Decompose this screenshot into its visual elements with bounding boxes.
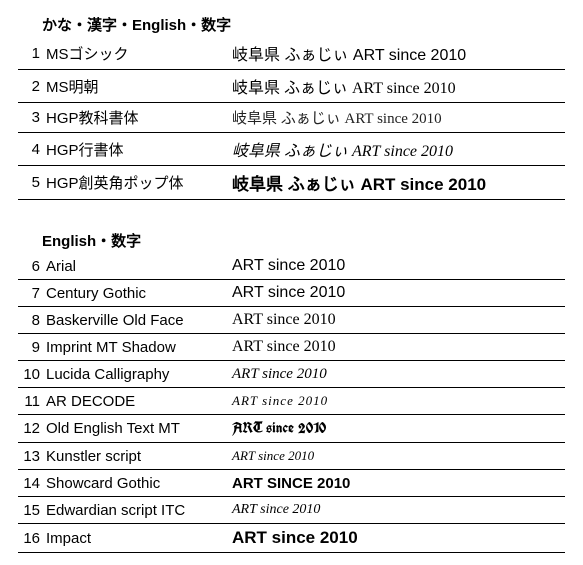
- font-sample: ART since 2010: [228, 502, 565, 518]
- font-name: Arial: [44, 258, 228, 275]
- font-name: Edwardian script ITC: [44, 502, 228, 519]
- row-number: 12: [18, 420, 44, 437]
- row-number: 8: [18, 312, 44, 329]
- font-sample: ART since 2010: [228, 257, 565, 275]
- row-number: 15: [18, 502, 44, 519]
- row-number: 2: [18, 78, 44, 95]
- font-sample: ART since 2010: [228, 419, 565, 438]
- table-row: 1 MSゴシック 岐阜県 ふぁじぃ ART since 2010: [18, 37, 565, 70]
- font-sample: ART since 2010: [228, 393, 565, 409]
- table-row: 13 Kunstler script ART since 2010: [18, 443, 565, 470]
- table-row: 9 Imprint MT Shadow ART since 2010: [18, 334, 565, 361]
- row-number: 1: [18, 45, 44, 62]
- font-name: Old English Text MT: [44, 420, 228, 437]
- section-header-2: English・数字: [18, 228, 565, 253]
- font-sample: 岐阜県 ふぁじぃ ART since 2010: [228, 107, 565, 128]
- table-row: 15 Edwardian script ITC ART since 2010: [18, 497, 565, 524]
- font-name: AR DECODE: [44, 393, 228, 410]
- row-number: 13: [18, 448, 44, 465]
- font-sample: ART since 2010: [228, 448, 565, 464]
- font-name: Imprint MT Shadow: [44, 339, 228, 356]
- row-number: 11: [18, 393, 44, 410]
- row-number: 3: [18, 109, 44, 126]
- font-name: Impact: [44, 530, 228, 547]
- section-gap: [18, 200, 565, 228]
- font-name: Baskerville Old Face: [44, 312, 228, 329]
- font-name: MS明朝: [44, 76, 228, 97]
- font-sample: ART since 2010: [228, 366, 565, 383]
- font-name: HGP行書体: [44, 139, 228, 160]
- font-sample: 岐阜県 ふぁじぃ ART since 2010: [228, 41, 565, 65]
- row-number: 14: [18, 475, 44, 492]
- row-number: 4: [18, 141, 44, 158]
- table-row: 7 Century Gothic ART since 2010: [18, 280, 565, 307]
- row-number: 9: [18, 339, 44, 356]
- table-row: 6 Arial ART since 2010: [18, 253, 565, 280]
- font-sample: 岐阜県 ふぁじぃ ART since 2010: [228, 137, 565, 161]
- row-number: 6: [18, 258, 44, 275]
- row-number: 16: [18, 530, 44, 547]
- table-row: 8 Baskerville Old Face ART since 2010: [18, 307, 565, 334]
- font-name: Century Gothic: [44, 285, 228, 302]
- row-number: 10: [18, 366, 44, 383]
- table-row: 14 Showcard Gothic ART SINCE 2010: [18, 470, 565, 497]
- table-row: 16 Impact ART since 2010: [18, 524, 565, 553]
- table-row: 3 HGP教科書体 岐阜県 ふぁじぃ ART since 2010: [18, 103, 565, 133]
- table-row: 12 Old English Text MT ART since 2010: [18, 415, 565, 443]
- font-name: HGP教科書体: [44, 107, 228, 128]
- table-row: 4 HGP行書体 岐阜県 ふぁじぃ ART since 2010: [18, 133, 565, 166]
- table-row: 5 HGP創英角ポップ体 岐阜県 ふぁじぃ ART since 2010: [18, 166, 565, 200]
- font-name: Lucida Calligraphy: [44, 366, 228, 383]
- row-number: 5: [18, 174, 44, 191]
- section-header-1: かな・漢字・English・数字: [18, 12, 565, 37]
- font-sample: ART since 2010: [228, 284, 565, 302]
- font-sample: 岐阜県 ふぁじぃ ART since 2010: [228, 170, 565, 195]
- table-row: 10 Lucida Calligraphy ART since 2010: [18, 361, 565, 388]
- font-name: MSゴシック: [44, 43, 228, 64]
- font-name: Kunstler script: [44, 448, 228, 465]
- font-name: Showcard Gothic: [44, 475, 228, 492]
- table-row: 11 AR DECODE ART since 2010: [18, 388, 565, 415]
- font-sample: ART since 2010: [228, 311, 565, 329]
- row-number: 7: [18, 285, 44, 302]
- font-sample: ART SINCE 2010: [228, 475, 565, 492]
- table-row: 2 MS明朝 岐阜県 ふぁじぃ ART since 2010: [18, 70, 565, 103]
- font-name: HGP創英角ポップ体: [44, 172, 228, 193]
- font-sample: 岐阜県 ふぁじぃ ART since 2010: [228, 74, 565, 98]
- font-sample: ART since 2010: [228, 338, 565, 356]
- font-sample: ART since 2010: [228, 528, 565, 548]
